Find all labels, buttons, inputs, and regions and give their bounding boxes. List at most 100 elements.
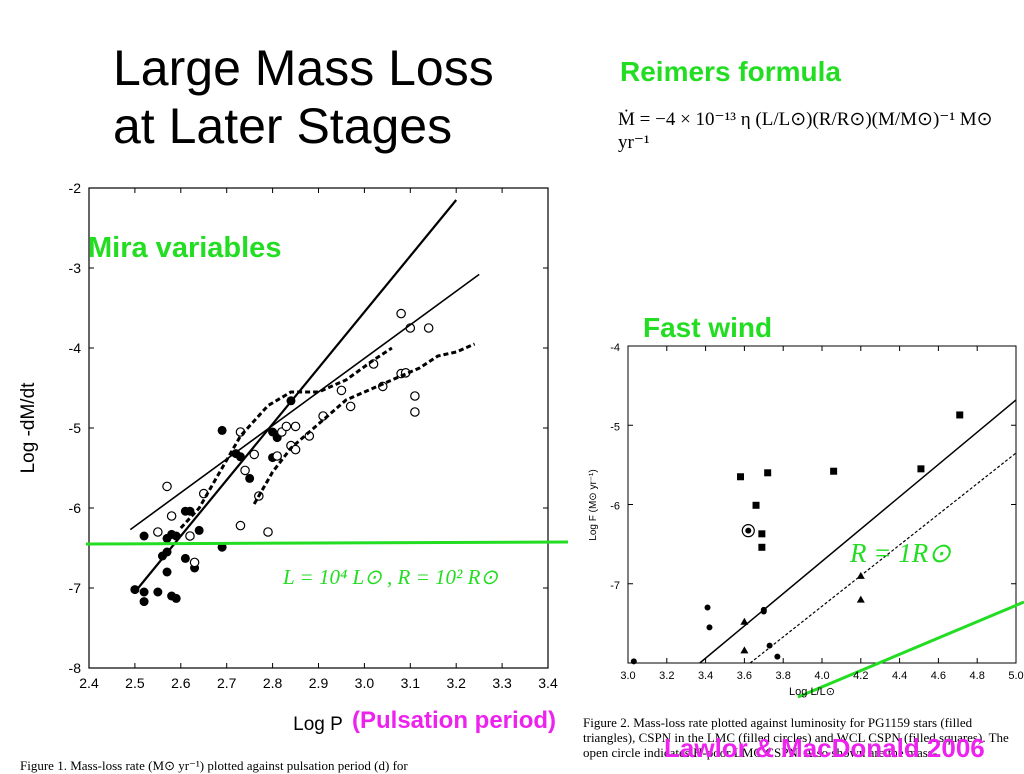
data-point-filled-circle [171,593,181,603]
series-line-dashed-upper [179,346,393,530]
data-point-filled-square [752,501,760,509]
data-point-open-circle [272,451,282,461]
data-point-filled-square [830,467,838,475]
data-point-filled-circle [139,597,149,607]
series-line-solid [699,399,1017,664]
data-point-open-circle [240,465,250,476]
slide-title: Large Mass Loss at Later Stages [113,40,494,154]
data-point-filled-circle [774,653,781,660]
figure-1-caption: Figure 1. Mass-loss rate (M⊙ yr⁻¹) plott… [20,758,408,773]
series-line-dotted [749,452,1017,664]
data-point-filled-square [917,465,925,473]
green-reference-line [85,540,569,546]
reimers-formula: Ṁ = −4 × 10⁻¹³ η (L/L⊙)(R/R⊙)(M/M⊙)⁻¹ M⊙… [618,109,993,153]
y-tick-label: -4 [610,342,620,354]
data-point-filled-circle [130,585,140,595]
y-tick-label: -2 [69,180,82,196]
y-tick-label: -6 [69,500,82,516]
data-point-open-circle [263,527,273,537]
y-tick-label: -6 [610,501,620,513]
data-point-open-circle [410,407,420,417]
x-tick-label: 4.8 [970,670,985,682]
x-tick-label: 2.4 [79,675,99,691]
data-point-open-circle [185,531,195,541]
fast-wind-label: Fast wind [643,312,773,343]
data-point-open-circle [423,323,434,333]
x-tick-label: 4.4 [892,670,907,682]
data-point-filled-circle [153,587,163,597]
x-tick-label: 3.4 [538,675,558,691]
data-point-filled-circle [194,525,204,535]
data-point-filled-circle [630,658,637,665]
series-line-solid-shallow [129,273,480,531]
data-point-open-circle [290,421,301,432]
y-axis-label: Log F (M⊙ yr⁻¹) [588,469,599,540]
data-point-filled-triangle [856,595,865,603]
data-point-filled-circle [704,604,711,611]
data-point-open-circle [410,391,420,401]
data-point-open-circle [162,481,172,492]
data-point-filled-circle [217,425,227,435]
data-point-filled-circle [139,587,149,597]
data-point-filled-square [758,530,766,538]
data-point-open-circle [396,308,406,319]
reimers-formula-label: Reimers formula [620,56,841,87]
plot-frame [627,345,1017,664]
data-point-open-circle [249,449,260,460]
data-point-filled-square [956,411,964,419]
x-axis-label: Log P [293,714,343,735]
y-tick-label: -5 [610,421,620,433]
data-point-ring [741,524,755,538]
data-point-filled-circle [180,553,190,563]
x-tick-label: 2.9 [309,675,329,691]
citation-credit: Lawlor & MacDonald 2006 [664,733,985,763]
y-axis-label: Log -dM/dt [18,382,39,474]
x-axis-label: Log L/L⊙ [789,686,835,698]
x-tick-label: 2.6 [171,675,191,691]
data-point-filled-circle [245,473,255,483]
chart-1 [85,187,569,669]
data-point-open-circle [345,401,356,412]
pulsation-period-label: (Pulsation period) [352,707,556,734]
y-tick-label: -3 [69,260,82,276]
data-point-open-circle [281,421,292,432]
x-tick-label: 3.0 [355,675,375,691]
x-tick-label: 2.7 [217,675,237,691]
y-tick-label: -7 [610,580,620,592]
data-point-filled-square [737,473,745,481]
data-point-filled-triangle [740,617,749,625]
x-tick-label: 4.0 [814,670,829,682]
data-point-filled-circle [139,531,149,541]
data-point-open-circle [336,385,347,396]
data-point-filled-circle [217,542,227,552]
x-tick-label: 3.6 [737,670,752,682]
data-point-open-circle [153,527,163,537]
x-tick-label: 3.8 [776,670,791,682]
y-tick-label: -4 [69,340,82,356]
data-point-open-circle [166,511,177,521]
x-tick-label: 4.6 [931,670,946,682]
x-tick-label: 3.4 [698,670,713,682]
y-tick-label: -8 [69,660,82,676]
x-tick-label: 3.3 [492,675,512,691]
series-line-solid-steep [134,199,458,593]
x-tick-label: 3.0 [620,670,635,682]
data-point-filled-triangle [740,646,749,654]
x-tick-label: 2.8 [263,675,283,691]
data-point-filled-square [758,543,766,551]
x-tick-label: 3.2 [446,675,466,691]
x-tick-label: 3.2 [659,670,674,682]
data-point-filled-square [764,469,772,477]
figure-2-caption: Figure 2. Mass-loss rate plotted against… [583,715,1009,760]
series-line-dashed-lower [252,342,476,505]
data-point-open-circle [235,520,246,531]
x-tick-label: 4.2 [853,670,868,682]
y-tick-label: -5 [69,420,82,436]
green-reference-line-right [797,600,1024,699]
x-tick-label: 5.0 [1008,670,1023,682]
data-point-open-circle [189,557,200,568]
luminosity-radius-annotation: L = 10⁴ L⊙ , R = 10² R⊙ [282,565,498,589]
mira-variables-label: Mira variables [88,232,282,264]
x-tick-label: 3.1 [401,675,421,691]
